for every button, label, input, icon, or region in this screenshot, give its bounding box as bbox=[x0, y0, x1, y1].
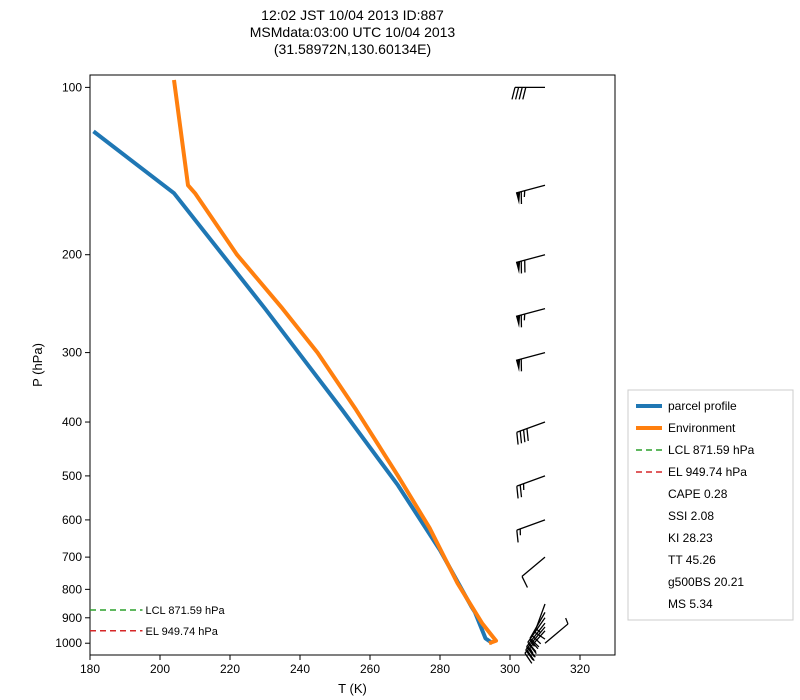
legend-label: SSI 2.08 bbox=[668, 509, 714, 523]
y-axis-label: P (hPa) bbox=[30, 343, 45, 387]
el-annotation: EL 949.74 hPa bbox=[146, 626, 219, 638]
y-tick-label: 300 bbox=[62, 346, 82, 360]
y-tick-label: 600 bbox=[62, 513, 82, 527]
legend-label: Environment bbox=[668, 421, 736, 435]
legend-label: LCL 871.59 hPa bbox=[668, 443, 755, 457]
y-tick-label: 800 bbox=[62, 582, 82, 596]
legend-label: g500BS 20.21 bbox=[668, 575, 744, 589]
y-tick-label: 200 bbox=[62, 248, 82, 262]
wind-barb bbox=[516, 353, 545, 372]
wind-barb bbox=[517, 422, 545, 445]
chart-title-line: 12:02 JST 10/04 2013 ID:887 bbox=[261, 7, 444, 23]
wind-barb bbox=[517, 476, 545, 499]
wind-barb bbox=[516, 309, 545, 328]
environment-line bbox=[174, 80, 496, 643]
chart-title-line: MSMdata:03:00 UTC 10/04 2013 bbox=[250, 24, 456, 40]
x-tick-label: 220 bbox=[220, 662, 240, 676]
x-tick-label: 260 bbox=[360, 662, 380, 676]
wind-barb bbox=[512, 87, 545, 99]
sounding-chart: 180 200 220 240 260 280 300 320 100 200 300 400 500 6… bbox=[0, 0, 800, 700]
parcel-profile-line bbox=[94, 131, 493, 643]
legend-label: EL 949.74 hPa bbox=[668, 465, 747, 479]
wind-barb bbox=[522, 557, 545, 587]
plot-border bbox=[90, 75, 615, 655]
lcl-annotation: LCL 871.59 hPa bbox=[146, 605, 226, 617]
x-tick-label: 240 bbox=[290, 662, 310, 676]
x-tick-label: 320 bbox=[570, 662, 590, 676]
x-tick-label: 200 bbox=[150, 662, 170, 676]
chart-title-line: (31.58972N,130.60134E) bbox=[274, 41, 431, 57]
legend-label: TT 45.26 bbox=[668, 553, 716, 567]
legend-label: CAPE 0.28 bbox=[668, 487, 728, 501]
wind-barb bbox=[517, 520, 545, 543]
x-tick-label: 180 bbox=[80, 662, 100, 676]
y-tick-label: 900 bbox=[62, 611, 82, 625]
y-tick-label: 700 bbox=[62, 550, 82, 564]
legend-label: parcel profile bbox=[668, 399, 737, 413]
y-tick-label: 100 bbox=[62, 80, 82, 94]
wind-barb bbox=[516, 185, 545, 204]
x-tick-label: 300 bbox=[500, 662, 520, 676]
y-tick-label: 1000 bbox=[55, 636, 82, 650]
y-tick-label: 500 bbox=[62, 469, 82, 483]
wind-barb bbox=[545, 618, 568, 643]
x-axis-label: T (K) bbox=[338, 681, 367, 696]
x-tick-label: 280 bbox=[430, 662, 450, 676]
legend-label: KI 28.23 bbox=[668, 531, 713, 545]
wind-barb bbox=[516, 255, 545, 274]
chart-svg: 180 200 220 240 260 280 300 320 100 200 300 400 500 6… bbox=[0, 0, 800, 700]
legend-label: MS 5.34 bbox=[668, 597, 713, 611]
y-tick-label: 400 bbox=[62, 415, 82, 429]
